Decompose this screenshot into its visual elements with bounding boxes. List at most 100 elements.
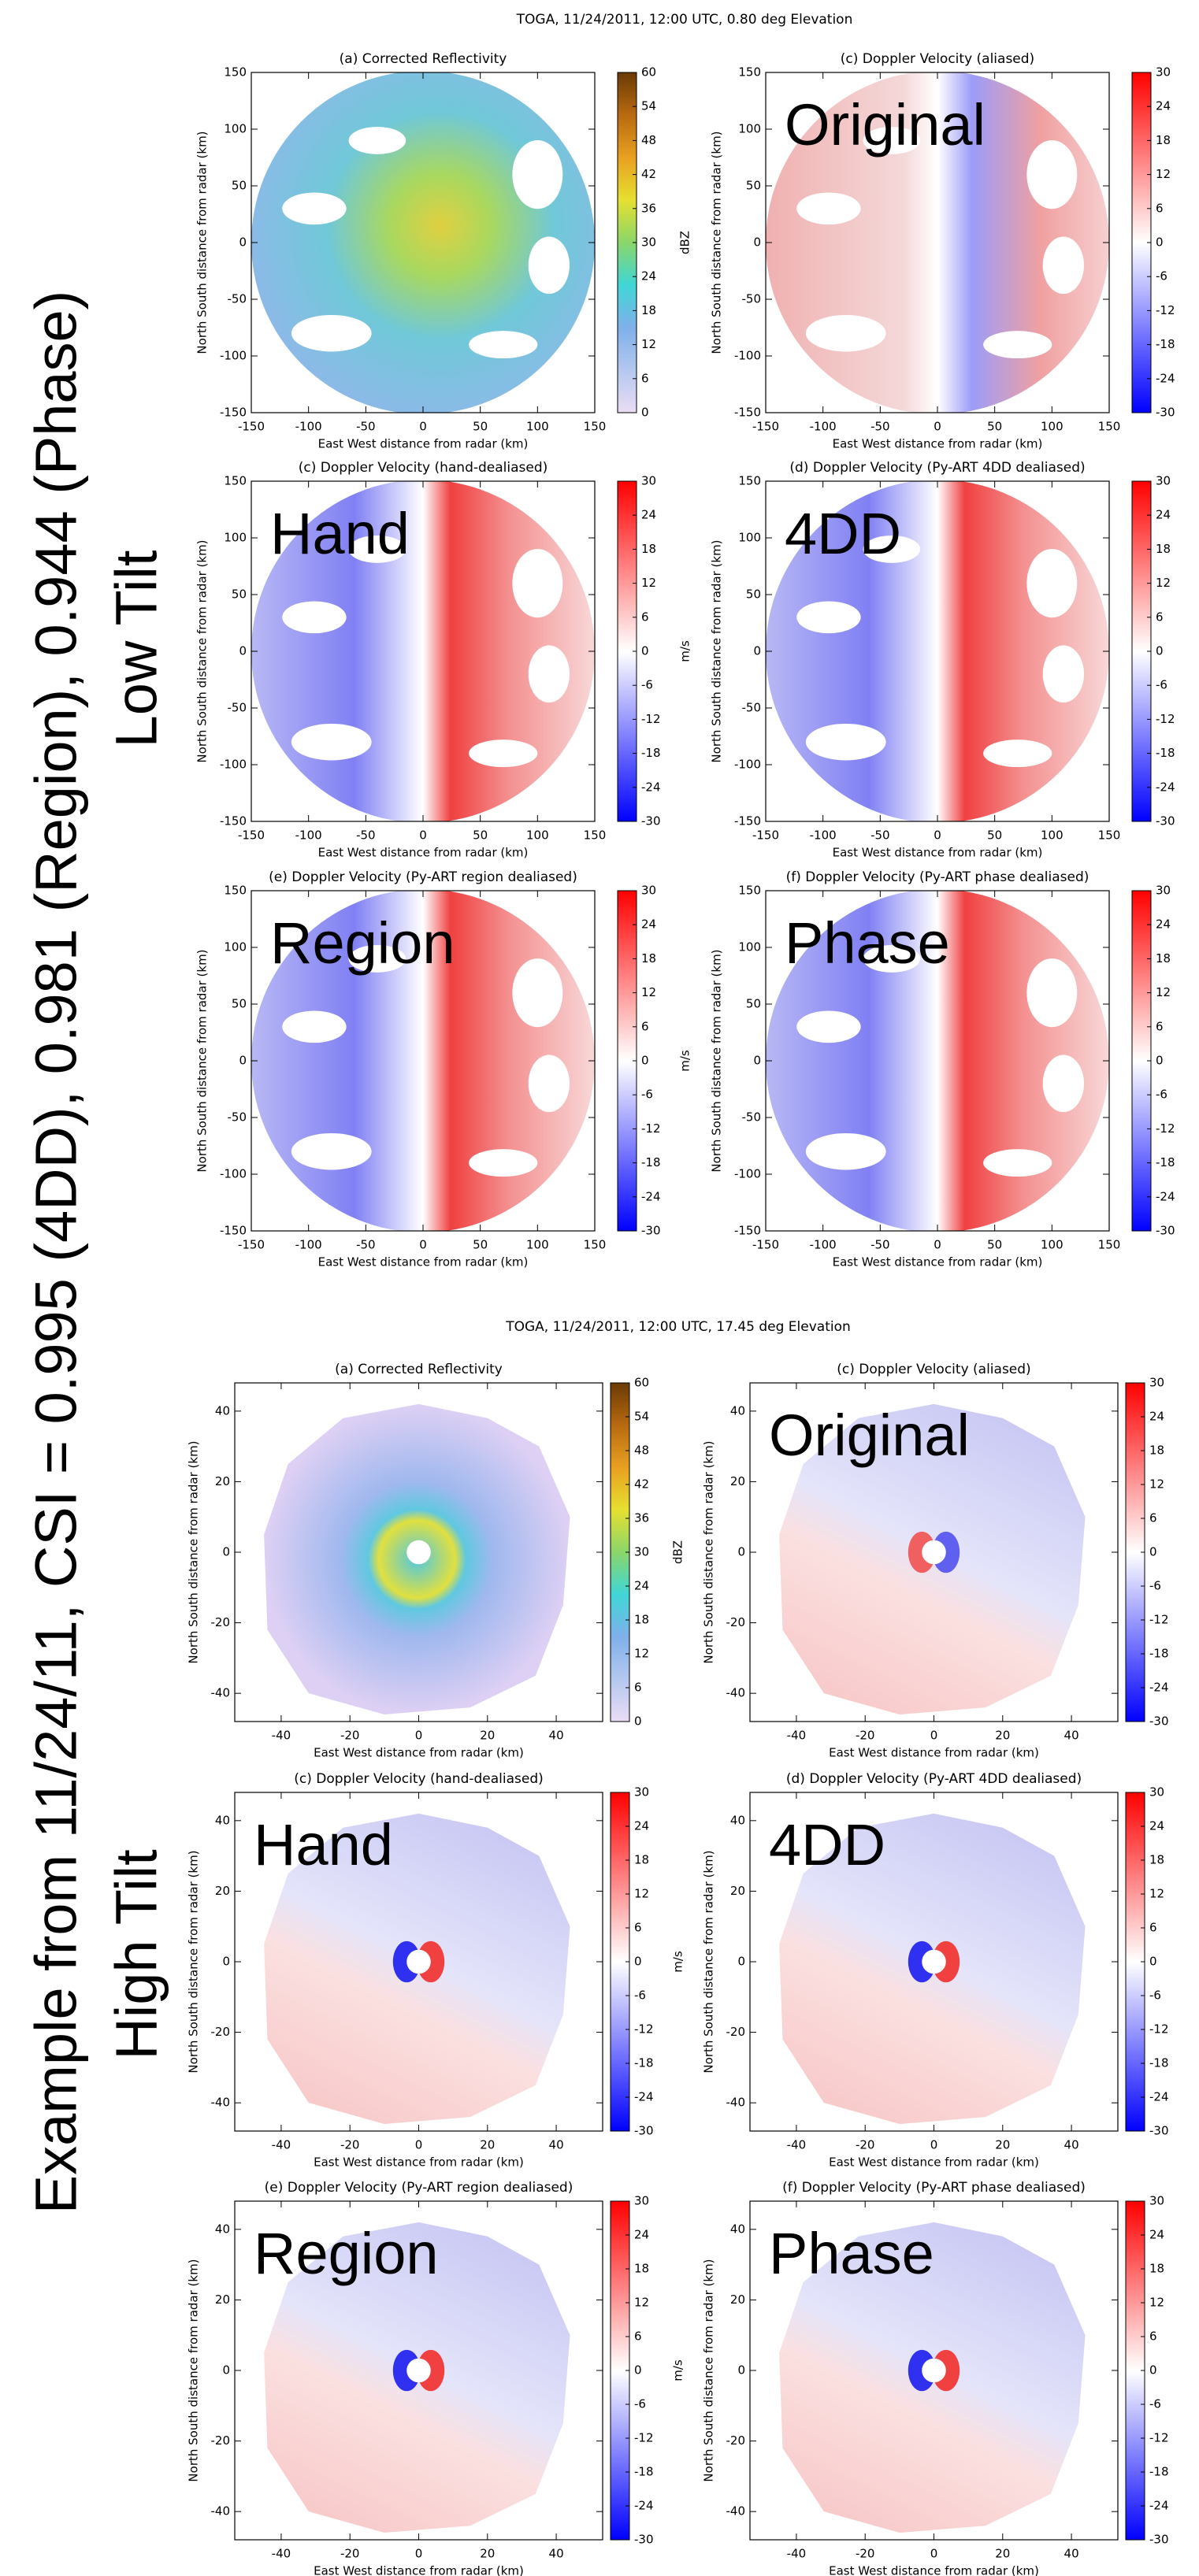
- y-tick-label: -40: [211, 2096, 231, 2110]
- colorbar-tick-label: -18: [1156, 746, 1175, 760]
- y-tick-label: -50: [228, 701, 247, 715]
- radar-hole: [922, 1540, 946, 1565]
- colorbar-label: m/s: [671, 1951, 685, 1973]
- x-tick-label: 50: [987, 420, 1002, 434]
- colorbar-tick-label: 6: [1156, 201, 1164, 215]
- x-tick-label: 0: [930, 2138, 938, 2152]
- x-tick-label: -50: [356, 420, 376, 434]
- x-tick-label: 0: [930, 1729, 938, 1743]
- radar-image: [264, 2222, 570, 2533]
- colorbar-tick-label: 48: [641, 133, 656, 147]
- radar-image: [264, 1813, 570, 2125]
- echo-gap: [983, 739, 1052, 768]
- panel-title: (c) Doppler Velocity (hand-dealiased): [294, 1771, 544, 1787]
- x-tick-label: -150: [238, 1238, 265, 1252]
- echo-gap: [282, 192, 347, 225]
- x-tick-label: -40: [787, 2547, 807, 2561]
- echo-gap: [805, 1132, 886, 1170]
- colorbar-tick-label: -30: [1149, 2533, 1169, 2547]
- x-axis-label: East West distance from radar (km): [318, 437, 529, 451]
- colorbar-tick-label: 36: [641, 201, 656, 215]
- colorbar-tick-label: -30: [634, 2124, 654, 2138]
- x-tick-label: 100: [1041, 420, 1064, 434]
- x-tick-label: -100: [810, 828, 837, 843]
- colorbar-tick-label: 12: [1156, 167, 1171, 181]
- overlay-label: 4DD: [785, 501, 901, 566]
- y-axis-label: North South distance from radar (km): [710, 131, 724, 354]
- y-tick-label: -100: [734, 1167, 761, 1181]
- x-tick-label: 0: [415, 1729, 423, 1743]
- x-tick-label: 40: [1064, 2547, 1079, 2561]
- colorbar-tick-label: 30: [1156, 65, 1171, 80]
- echo-gap: [796, 601, 861, 634]
- y-tick-label: -40: [211, 2504, 231, 2519]
- y-tick-label: -40: [726, 2096, 746, 2110]
- x-tick-label: -40: [272, 2138, 291, 2152]
- colorbar-tick-label: 24: [1156, 508, 1171, 522]
- echo-gap: [348, 944, 406, 973]
- y-axis-label: North South distance from radar (km): [195, 949, 210, 1172]
- colorbar-tick-label: 24: [1156, 99, 1171, 113]
- colorbar-tick-label: -12: [1149, 2431, 1169, 2445]
- y-tick-label: -20: [726, 2025, 746, 2039]
- x-tick-label: 40: [549, 2547, 564, 2561]
- colorbar-tick-label: 18: [1149, 1444, 1164, 1458]
- radar-hole: [406, 2358, 431, 2383]
- x-tick-label: 20: [480, 1729, 495, 1743]
- echo-gap: [1026, 140, 1078, 209]
- panel-title: (d) Doppler Velocity (Py-ART 4DD dealias…: [789, 460, 1085, 476]
- y-tick-label: -100: [220, 1167, 247, 1181]
- colorbar-tick-label: -18: [641, 1155, 661, 1169]
- colorbar-tick-label: 30: [1156, 474, 1171, 488]
- colorbar-tick-label: 6: [1156, 1019, 1164, 1033]
- y-axis-label: North South distance from radar (km): [710, 949, 724, 1172]
- colorbar-tick-label: -30: [641, 1224, 661, 1238]
- y-tick-label: 150: [738, 65, 761, 80]
- colorbar-tick-label: -30: [1156, 406, 1175, 420]
- echo-gap: [282, 601, 347, 634]
- x-tick-label: 100: [526, 828, 549, 843]
- x-tick-label: -40: [272, 2547, 291, 2561]
- y-tick-label: 40: [215, 1403, 230, 1418]
- colorbar-tick-label: 6: [1149, 1511, 1157, 1525]
- colorbar-tick-label: 24: [1149, 1410, 1164, 1424]
- y-tick-label: -20: [211, 1615, 231, 1629]
- colorbar-tick-label: 18: [641, 542, 656, 556]
- x-tick-label: 20: [995, 2547, 1010, 2561]
- y-tick-label: 150: [224, 65, 247, 80]
- x-tick-label: -20: [340, 2547, 360, 2561]
- colorbar-tick-label: 12: [1149, 1477, 1164, 1492]
- y-tick-label: -20: [726, 2433, 746, 2448]
- colorbar-tick-label: 6: [641, 610, 649, 624]
- colorbar-tick-label: 18: [634, 1853, 649, 1867]
- colorbar-tick-label: 18: [1149, 2262, 1164, 2276]
- colorbar-tick-label: 30: [1149, 1785, 1164, 1799]
- x-tick-label: 0: [934, 420, 941, 434]
- x-tick-label: -150: [752, 828, 779, 843]
- echo-gap: [528, 1054, 570, 1113]
- y-tick-label: -150: [734, 406, 761, 420]
- colorbar-tick-label: 24: [1149, 2228, 1164, 2242]
- y-tick-label: 150: [738, 884, 761, 898]
- figure-title: TOGA, 11/24/2011, 12:00 UTC, 17.45 deg E…: [505, 1319, 851, 1335]
- echo-gap: [796, 192, 861, 225]
- colorbar-tick-label: -30: [1156, 1224, 1175, 1238]
- x-axis-label: East West distance from radar (km): [318, 1255, 529, 1269]
- echo-gap: [469, 331, 538, 359]
- colorbar-tick-label: -24: [1156, 371, 1175, 385]
- y-tick-label: -150: [734, 1224, 761, 1238]
- colorbar-tick-label: 12: [641, 337, 656, 351]
- colorbar-tick-label: 24: [641, 917, 656, 932]
- x-tick-label: -100: [810, 420, 837, 434]
- colorbar-tick-label: 0: [1149, 1955, 1157, 1969]
- echo-gap: [805, 314, 886, 352]
- colorbar-tick-label: -18: [634, 2465, 654, 2479]
- colorbar-tick-label: 18: [1149, 1853, 1164, 1867]
- y-tick-label: -150: [220, 1224, 247, 1238]
- y-tick-label: -40: [726, 1686, 746, 1700]
- y-tick-label: 0: [222, 1545, 230, 1559]
- colorbar-tick-label: -6: [1156, 269, 1167, 284]
- colorbar-tick-label: 6: [634, 1921, 642, 1935]
- x-tick-label: 0: [934, 828, 941, 843]
